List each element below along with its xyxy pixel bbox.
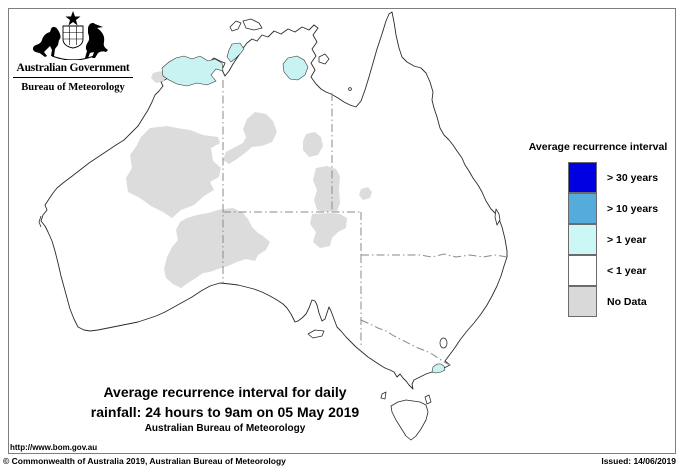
australian-government-title: Australian Government <box>16 62 130 74</box>
map-caption: Average recurrence interval for daily ra… <box>60 384 390 434</box>
bureau-of-meteorology-title: Bureau of Meteorology <box>21 82 125 93</box>
legend-row: < 1 year <box>568 254 673 286</box>
border-nsw-vic <box>360 319 451 366</box>
bom-url-text: http://www.bom.gov.au <box>10 443 98 452</box>
legend-row: No Data <box>568 285 673 317</box>
caption-title-line1: Average recurrence interval for daily <box>103 384 347 400</box>
legend-row: > 1 year <box>568 223 673 255</box>
no-data-regions <box>126 71 372 288</box>
legend-label: > 30 years <box>607 171 659 184</box>
bathurst-island <box>229 20 242 32</box>
rain-patch-gulf <box>282 55 309 81</box>
tasmania <box>390 399 429 441</box>
rain-patch-gippsland <box>431 363 446 374</box>
border-qld-nsw <box>361 253 508 258</box>
rain-patch-daly <box>226 42 245 63</box>
no-data-region <box>359 187 372 200</box>
flinders-island <box>424 394 432 405</box>
australia-coastline <box>40 11 508 390</box>
legend-title: Average recurrence interval <box>528 141 668 153</box>
border-act <box>439 337 448 349</box>
logo-divider <box>13 77 133 78</box>
issued-date-text: Issued: 14/06/2019 <box>601 456 676 466</box>
legend-row: > 10 years <box>568 192 673 224</box>
legend-label: > 1 year <box>607 233 647 246</box>
dirk-hartog-island <box>38 215 42 228</box>
no-data-region <box>223 112 277 164</box>
islands <box>38 18 501 441</box>
king-island <box>380 391 387 400</box>
mornington-island <box>348 87 352 91</box>
no-data-region <box>310 213 347 248</box>
legend-rows: > 30 years > 10 years > 1 year < 1 year … <box>568 162 673 317</box>
no-data-region <box>164 208 270 288</box>
legend-swatch-no-data <box>568 285 597 317</box>
bom-logo: Australian Government Bureau of Meteorol… <box>13 10 133 93</box>
australian-coat-of-arms-icon <box>32 11 108 60</box>
legend-swatch-gt-30-years <box>568 162 597 193</box>
groote-eylandt <box>318 53 330 65</box>
rain-patch-kimberley <box>161 55 224 87</box>
no-data-region <box>303 132 323 157</box>
legend: Average recurrence interval > 30 years >… <box>523 141 673 317</box>
no-data-region <box>313 166 340 212</box>
legend-label: < 1 year <box>607 264 647 277</box>
copyright-text: © Commonwealth of Australia 2019, Austra… <box>3 456 286 466</box>
legend-swatch-lt-1-year <box>568 254 597 286</box>
no-data-region <box>151 71 166 83</box>
rainfall-patches <box>161 42 446 374</box>
caption-title-line2: rainfall: 24 hours to 9am on 05 May 2019 <box>90 404 360 420</box>
legend-swatch-gt-10-years <box>568 192 597 224</box>
no-data-region <box>126 126 221 218</box>
legend-swatch-gt-1-year <box>568 223 597 255</box>
legend-row: > 30 years <box>568 162 673 193</box>
state-borders <box>222 80 508 366</box>
fraser-island <box>494 208 501 226</box>
kangaroo-island <box>307 329 325 339</box>
melville-island <box>242 18 263 31</box>
legend-label: No Data <box>607 295 647 308</box>
caption-source-line: Australian Bureau of Meteorology <box>144 423 306 434</box>
legend-label: > 10 years <box>607 202 659 215</box>
